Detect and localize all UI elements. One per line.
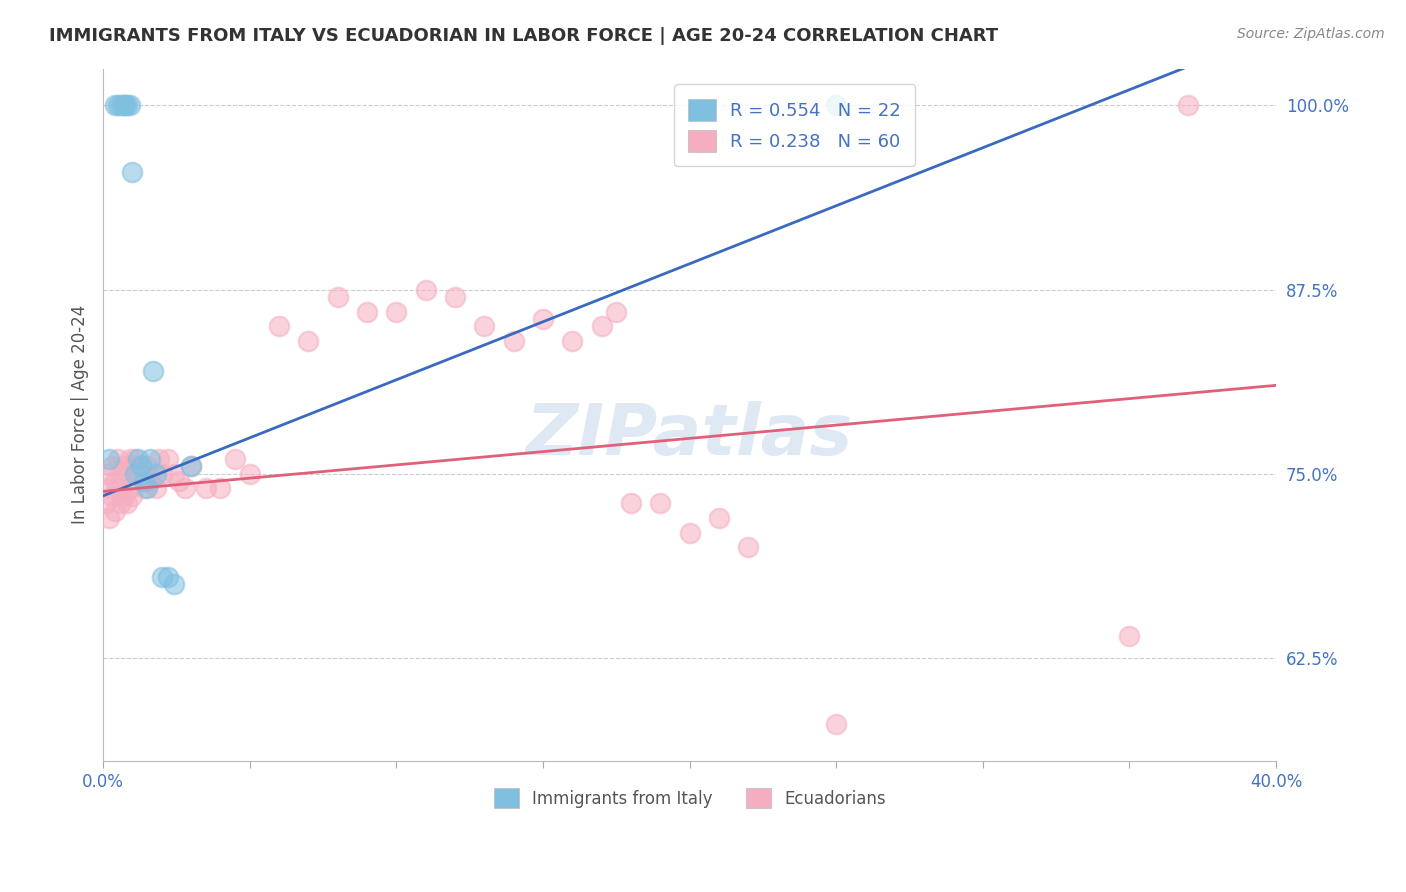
Y-axis label: In Labor Force | Age 20-24: In Labor Force | Age 20-24 bbox=[72, 305, 89, 524]
Point bbox=[115, 467, 138, 481]
Point bbox=[180, 459, 202, 474]
Point bbox=[267, 319, 290, 334]
Point bbox=[297, 334, 319, 348]
Point bbox=[174, 482, 197, 496]
Point bbox=[737, 541, 759, 555]
Point bbox=[180, 459, 202, 474]
Point bbox=[605, 304, 627, 318]
Point bbox=[129, 459, 152, 474]
Point bbox=[148, 452, 170, 467]
Point bbox=[169, 474, 191, 488]
Point bbox=[101, 489, 124, 503]
Point bbox=[561, 334, 583, 348]
Point bbox=[110, 496, 132, 510]
Point bbox=[620, 496, 643, 510]
Point bbox=[118, 98, 141, 112]
Point bbox=[107, 452, 129, 467]
Point bbox=[107, 482, 129, 496]
Point bbox=[114, 98, 136, 112]
Point bbox=[1118, 629, 1140, 643]
Point bbox=[118, 452, 141, 467]
Point bbox=[104, 98, 127, 112]
Point bbox=[112, 489, 135, 503]
Point bbox=[415, 283, 437, 297]
Point bbox=[145, 482, 167, 496]
Point bbox=[121, 489, 143, 503]
Point bbox=[156, 570, 179, 584]
Point bbox=[825, 717, 848, 731]
Point bbox=[650, 496, 672, 510]
Point bbox=[124, 452, 146, 467]
Point bbox=[98, 452, 121, 467]
Point bbox=[142, 363, 165, 377]
Point bbox=[707, 511, 730, 525]
Point bbox=[150, 570, 173, 584]
Point bbox=[127, 452, 149, 467]
Text: IMMIGRANTS FROM ITALY VS ECUADORIAN IN LABOR FORCE | AGE 20-24 CORRELATION CHART: IMMIGRANTS FROM ITALY VS ECUADORIAN IN L… bbox=[49, 27, 998, 45]
Point bbox=[162, 467, 184, 481]
Point bbox=[104, 474, 127, 488]
Point bbox=[142, 467, 165, 481]
Point bbox=[94, 467, 117, 481]
Point bbox=[139, 452, 162, 467]
Point bbox=[326, 290, 349, 304]
Point bbox=[129, 459, 152, 474]
Point bbox=[591, 319, 613, 334]
Point bbox=[444, 290, 467, 304]
Point bbox=[121, 459, 143, 474]
Point bbox=[134, 482, 156, 496]
Point bbox=[825, 98, 848, 112]
Point bbox=[104, 503, 127, 517]
Text: ZIPatlas: ZIPatlas bbox=[526, 401, 853, 470]
Point bbox=[110, 98, 132, 112]
Text: Source: ZipAtlas.com: Source: ZipAtlas.com bbox=[1237, 27, 1385, 41]
Point bbox=[115, 98, 138, 112]
Point bbox=[145, 467, 167, 481]
Point bbox=[112, 98, 135, 112]
Point bbox=[118, 482, 141, 496]
Point bbox=[678, 525, 700, 540]
Point bbox=[98, 511, 121, 525]
Point bbox=[356, 304, 378, 318]
Point bbox=[139, 474, 162, 488]
Point bbox=[224, 452, 246, 467]
Point bbox=[134, 474, 156, 488]
Point bbox=[101, 459, 124, 474]
Point bbox=[150, 467, 173, 481]
Point bbox=[136, 459, 159, 474]
Point bbox=[194, 482, 217, 496]
Point bbox=[209, 482, 232, 496]
Point bbox=[1177, 98, 1199, 112]
Point bbox=[162, 577, 184, 591]
Point bbox=[110, 467, 132, 481]
Point bbox=[156, 452, 179, 467]
Point bbox=[502, 334, 524, 348]
Point bbox=[385, 304, 408, 318]
Point bbox=[136, 482, 159, 496]
Point bbox=[115, 496, 138, 510]
Point bbox=[121, 164, 143, 178]
Point bbox=[94, 496, 117, 510]
Point bbox=[112, 459, 135, 474]
Point bbox=[127, 467, 149, 481]
Point bbox=[531, 312, 554, 326]
Legend: Immigrants from Italy, Ecuadorians: Immigrants from Italy, Ecuadorians bbox=[486, 781, 893, 815]
Point bbox=[472, 319, 495, 334]
Point bbox=[98, 482, 121, 496]
Point bbox=[107, 98, 129, 112]
Point bbox=[239, 467, 262, 481]
Point bbox=[124, 467, 146, 481]
